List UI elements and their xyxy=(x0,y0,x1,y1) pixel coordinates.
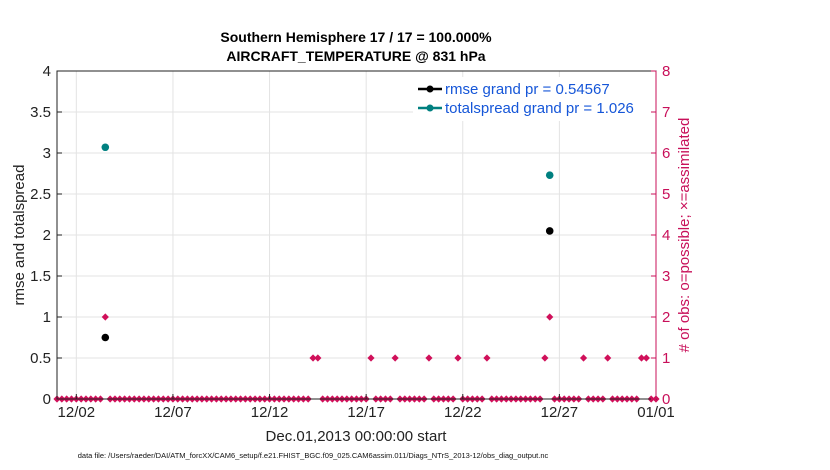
y-left-tick-label: 0 xyxy=(43,391,51,408)
x-tick-label: 12/27 xyxy=(541,404,579,421)
y-right-tick-label: 5 xyxy=(662,186,670,203)
totalspread-point xyxy=(101,143,110,152)
y-right-tick-label: 8 xyxy=(662,63,670,80)
x-axis-label: Dec.01,2013 00:00:00 start xyxy=(266,428,448,445)
obs-count-marker xyxy=(604,354,612,362)
x-tick-label: 12/22 xyxy=(444,404,482,421)
y-right-tick-label: 2 xyxy=(662,309,670,326)
legend-totalspread-marker xyxy=(426,104,434,112)
legend-totalspread-label: totalspread grand pr = 1.026 xyxy=(445,100,634,117)
legend-rmse-marker xyxy=(426,85,434,93)
footer-datafile: data file: /Users/raeder/DAI/ATM_forcXX/… xyxy=(78,451,549,460)
y-left-tick-label: 3 xyxy=(43,145,51,162)
obs-count-marker xyxy=(391,354,399,362)
y-left-tick-label: 2.5 xyxy=(30,186,51,203)
y-left-tick-label: 1 xyxy=(43,309,51,326)
obs-count-marker xyxy=(642,354,650,362)
series-layer xyxy=(101,143,554,342)
x-tick-label: 12/12 xyxy=(251,404,289,421)
y-left-tick-label: 2 xyxy=(43,227,51,244)
y-left-tick-label: 0.5 xyxy=(30,350,51,367)
obs-count-marker xyxy=(101,313,109,321)
obs-count-marker xyxy=(425,354,433,362)
y-left-tick-label: 4 xyxy=(43,63,51,80)
obs-count-marker xyxy=(367,354,375,362)
obs-count-marker xyxy=(541,354,549,362)
y-left-tick-label: 1.5 xyxy=(30,268,51,285)
legend-rmse-label: rmse grand pr = 0.54567 xyxy=(445,81,610,98)
x-axis: 12/02 12/07 12/12 12/17 12/22 12/27 01/01 xyxy=(58,394,675,421)
y-axis-left-label: rmse and totalspread xyxy=(11,165,28,306)
y-axis-right-label: # of obs: o=possible; ×=assimilated xyxy=(676,118,693,353)
y-right-tick-label: 7 xyxy=(662,104,670,121)
chart-subtitle: AIRCRAFT_TEMPERATURE @ 831 hPa xyxy=(226,48,485,64)
y-right-tick-label: 0 xyxy=(662,391,670,408)
y-right-tick-label: 3 xyxy=(662,268,670,285)
rmse-point xyxy=(101,333,110,342)
obs-count-marker xyxy=(483,354,491,362)
y-right-tick-label: 4 xyxy=(662,227,670,244)
y-left-tick-label: 3.5 xyxy=(30,104,51,121)
rmse-point xyxy=(545,227,554,235)
x-tick-label: 01/01 xyxy=(637,404,675,421)
obs-count-marker xyxy=(546,313,554,321)
y-axis-left: 0 0.5 1 1.5 2 2.5 3 3.5 4 xyxy=(30,63,62,408)
obs-count-marker xyxy=(637,354,646,362)
legend: rmse grand pr = 0.54567 totalspread gran… xyxy=(413,77,651,121)
y-axis-right: 0 1 2 3 4 5 6 7 8 xyxy=(651,63,670,408)
x-tick-label: 12/02 xyxy=(58,404,96,421)
obs-count-marker xyxy=(309,354,317,362)
x-tick-label: 12/07 xyxy=(154,404,192,421)
obs-count-marker xyxy=(454,354,462,362)
obs-count-marker xyxy=(314,354,322,362)
obs-count-marker xyxy=(579,354,588,362)
x-tick-label: 12/17 xyxy=(347,404,385,421)
legend-box xyxy=(413,77,651,121)
totalspread-point xyxy=(545,171,554,179)
y-right-tick-label: 6 xyxy=(662,145,670,162)
y-right-tick-label: 1 xyxy=(662,350,670,367)
chart-title: Southern Hemisphere 17 / 17 = 100.000% xyxy=(220,29,492,45)
